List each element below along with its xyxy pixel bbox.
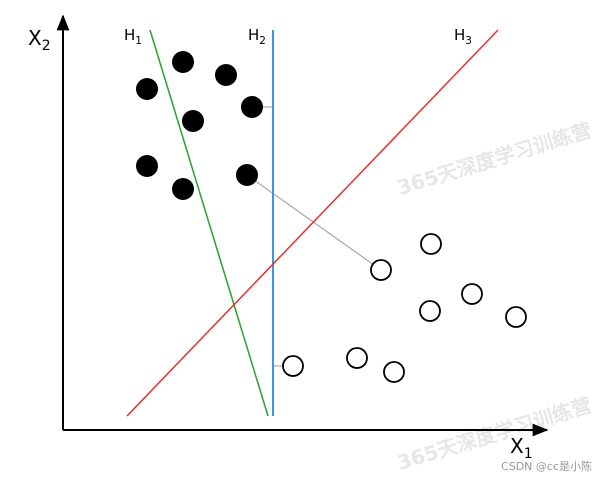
point — [136, 78, 158, 100]
class-a-points — [136, 51, 263, 200]
point — [461, 283, 483, 305]
point — [215, 64, 237, 86]
label-base: H — [454, 26, 465, 44]
class-b-points — [282, 233, 527, 383]
y-axis-label: X2 — [28, 26, 51, 54]
label-sub: 3 — [465, 35, 472, 47]
label-sub: 2 — [42, 38, 51, 54]
label-base: H — [124, 26, 135, 44]
label-base: H — [248, 26, 259, 44]
x-axis-label: X1 — [510, 434, 533, 462]
point — [419, 300, 441, 322]
hyperplane-1 — [149, 29, 269, 417]
label-sub: 1 — [524, 446, 533, 462]
label-base: X — [510, 434, 524, 458]
point — [505, 306, 527, 328]
credit: CSDN @cc是小陈 — [501, 459, 592, 473]
point — [182, 110, 204, 132]
margin-lines — [246, 106, 382, 367]
point — [383, 361, 405, 383]
hyperplane-label: H3 — [454, 26, 472, 47]
point — [172, 51, 194, 73]
point — [346, 347, 368, 369]
hyperplane-label: H1 — [124, 26, 142, 47]
watermark: 365天深度学习训练营 — [394, 118, 594, 200]
point — [420, 233, 442, 255]
label-sub: 2 — [259, 35, 266, 47]
hyperplane-3 — [126, 29, 499, 417]
point — [241, 96, 263, 118]
point — [370, 259, 392, 281]
hyperplane-label: H2 — [248, 26, 266, 47]
point — [136, 155, 158, 177]
point — [172, 178, 194, 200]
point — [282, 355, 304, 377]
point — [236, 164, 258, 186]
label-sub: 1 — [135, 35, 142, 47]
label-base: X — [28, 26, 42, 50]
